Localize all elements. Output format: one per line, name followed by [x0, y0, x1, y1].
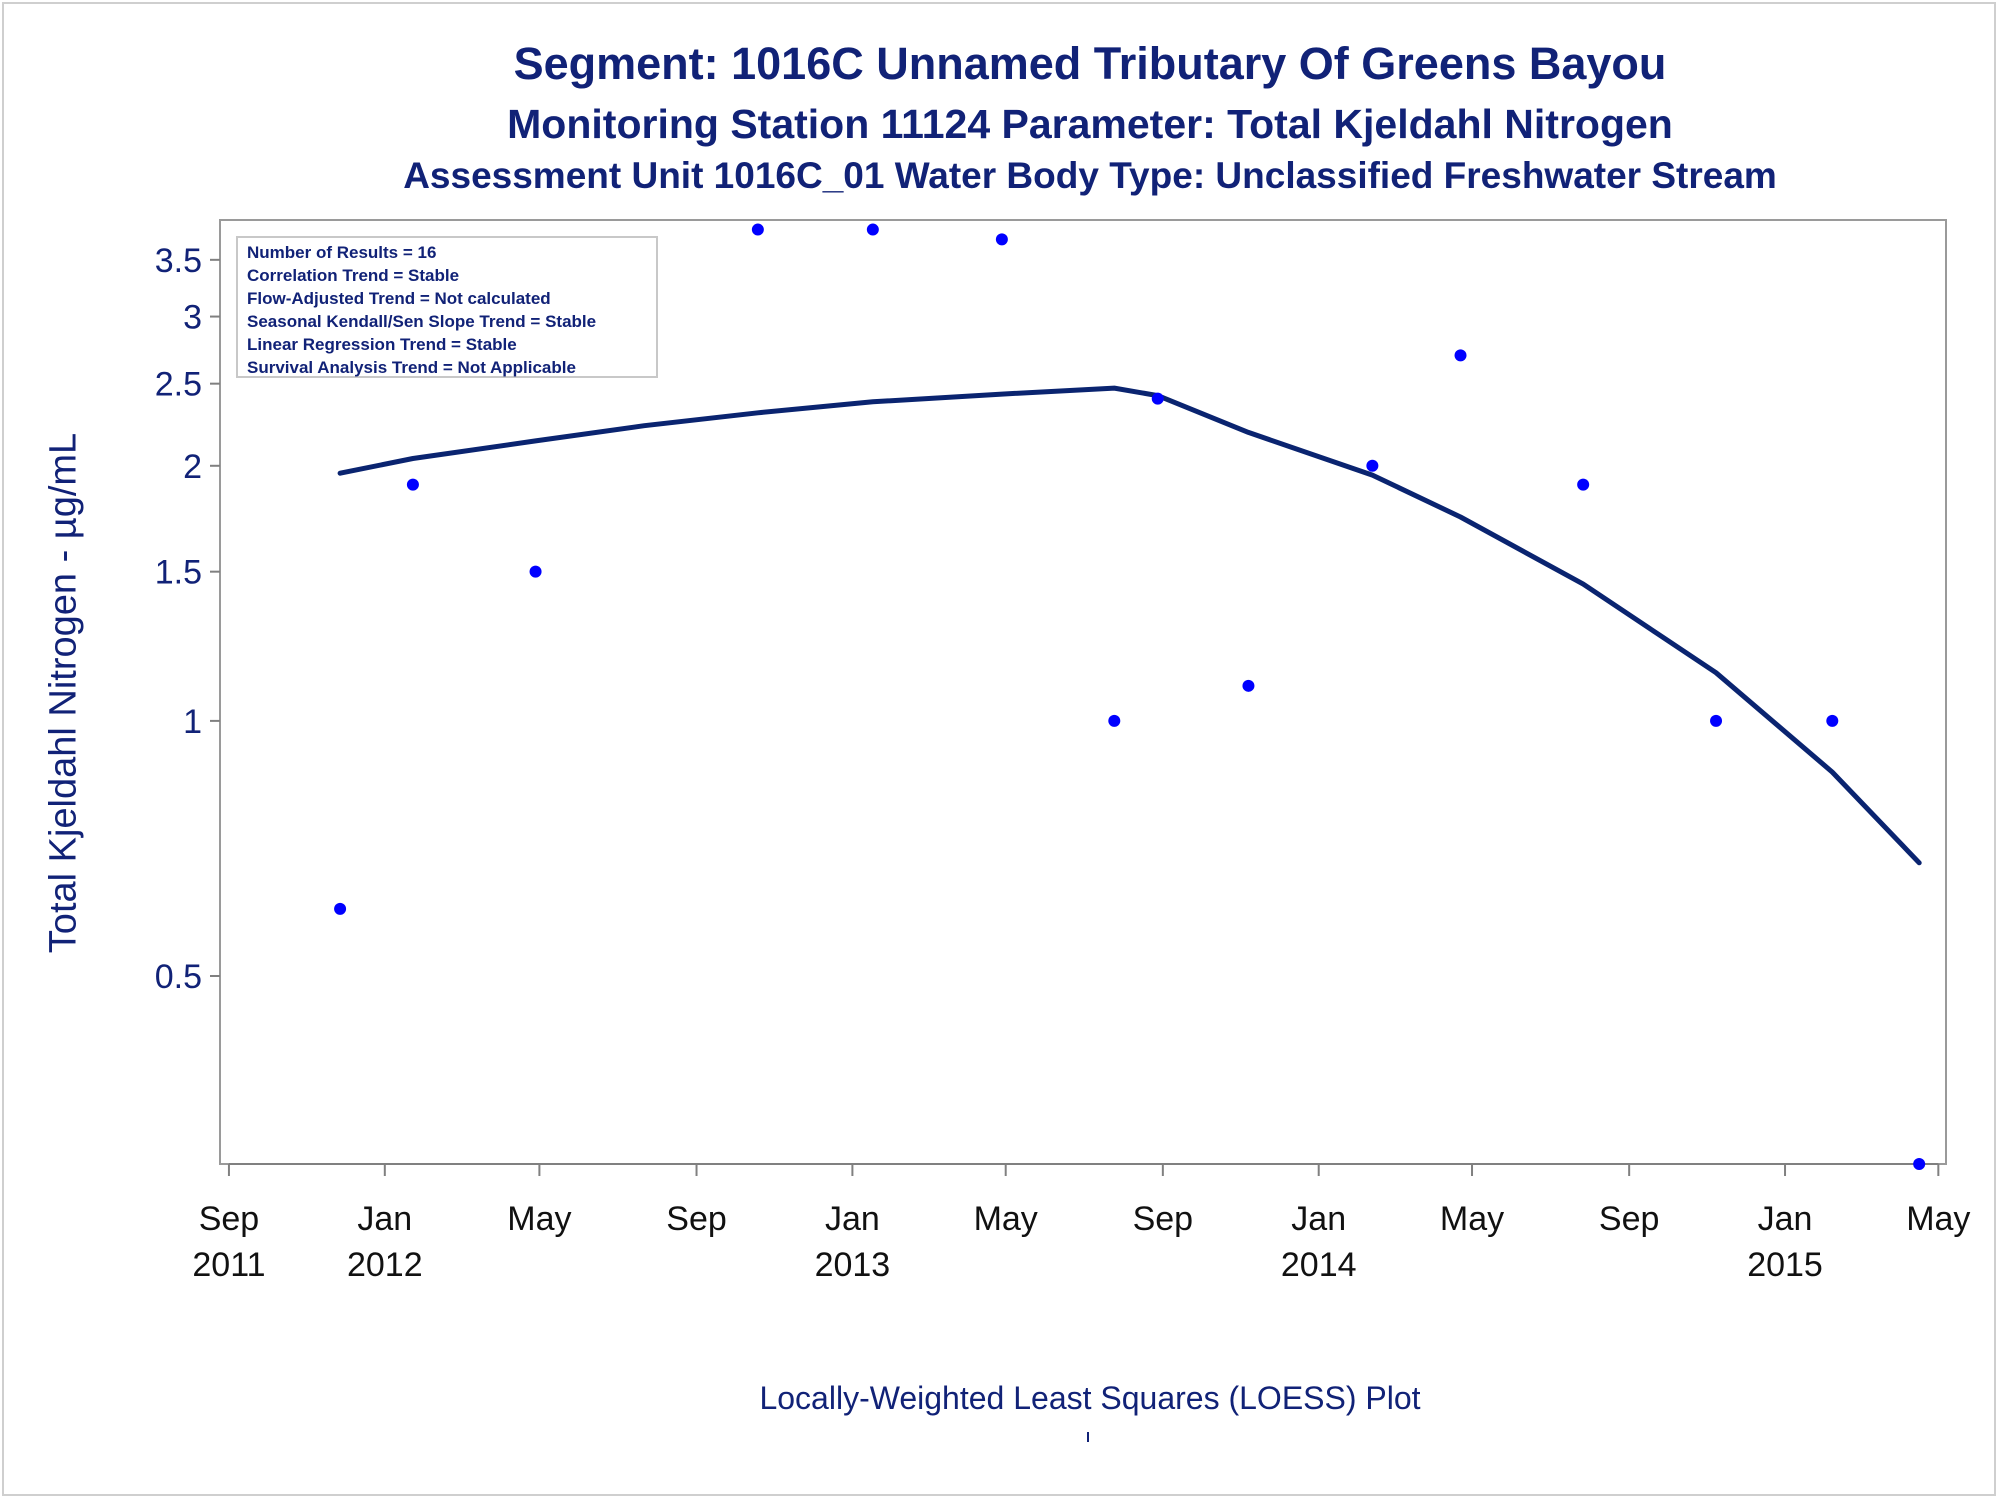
x-tick-label: Sep: [1133, 1200, 1194, 1238]
chart-subtitle-assessment: Assessment Unit 1016C_01 Water Body Type…: [403, 155, 1777, 196]
x-tick-label: May: [1440, 1200, 1504, 1238]
data-point: [1108, 714, 1121, 727]
x-tick-year-label: 2014: [1281, 1246, 1357, 1284]
stats-box: Number of Results = 16 Correlation Trend …: [236, 236, 658, 378]
footnote-mark: [1087, 1432, 1089, 1442]
y-tick-label: 3: [183, 299, 202, 337]
plot-type-footnote: Locally-Weighted Least Squares (LOESS) P…: [759, 1380, 1421, 1416]
data-point: [406, 478, 419, 491]
y-tick-label: 2: [183, 448, 202, 486]
data-point: [1710, 714, 1723, 727]
data-point: [529, 565, 542, 578]
y-tick-label: 2.5: [155, 366, 202, 404]
data-point: [334, 902, 347, 915]
stats-line: Seasonal Kendall/Sen Slope Trend = Stabl…: [247, 312, 596, 331]
data-point: [1454, 349, 1467, 362]
stats-line: Survival Analysis Trend = Not Applicable: [247, 358, 576, 377]
x-tick-year-label: 2011: [192, 1246, 265, 1284]
x-tick-label: Sep: [1599, 1200, 1660, 1238]
data-point: [1826, 714, 1839, 727]
x-tick-label: May: [974, 1200, 1038, 1238]
x-tick-label: May: [1906, 1200, 1970, 1238]
x-tick-label: Sep: [666, 1200, 727, 1238]
x-tick-year-label: 2015: [1747, 1246, 1823, 1284]
data-point: [751, 223, 764, 236]
x-tick-label: May: [507, 1200, 571, 1238]
x-axis: Sep 2011 Jan 2012 May Sep Jan 2013 May Sep Jan 2014…: [192, 1163, 1970, 1284]
data-point: [1913, 1158, 1926, 1170]
x-tick-year-label: 2012: [347, 1246, 423, 1284]
x-tick-label: Jan: [1291, 1200, 1346, 1238]
y-tick-label: 1.5: [155, 554, 202, 592]
x-tick-year-label: 2013: [815, 1246, 891, 1284]
data-point: [866, 223, 879, 236]
stats-line: Flow-Adjusted Trend = Not calculated: [247, 289, 551, 308]
y-axis: 0.5 1 1.5 2 2.5 3 3.5: [155, 242, 220, 996]
data-point: [995, 233, 1008, 246]
stats-line: Linear Regression Trend = Stable: [247, 335, 517, 354]
x-tick-label: Sep: [199, 1200, 260, 1238]
x-tick-label: Jan: [825, 1200, 880, 1238]
data-point: [1366, 459, 1379, 472]
loess-line: [337, 385, 1922, 866]
stats-line: Correlation Trend = Stable: [247, 266, 459, 285]
chart-title: Segment: 1016C Unnamed Tributary Of Gree…: [513, 38, 1667, 89]
loess-curve: [337, 385, 1922, 866]
data-point: [1242, 679, 1255, 692]
stats-box-frame: [236, 236, 658, 378]
chart-subtitle-station: Monitoring Station 11124 Parameter: Tota…: [507, 101, 1673, 147]
y-tick-label: 1: [183, 703, 202, 741]
stats-line: Number of Results = 16: [247, 243, 436, 262]
x-tick-label: Jan: [1758, 1200, 1813, 1238]
y-tick-label: 0.5: [155, 958, 202, 996]
y-tick-label: 3.5: [155, 242, 202, 280]
data-point: [1577, 478, 1590, 491]
data-point: [1151, 392, 1164, 405]
x-tick-label: Jan: [357, 1200, 412, 1238]
